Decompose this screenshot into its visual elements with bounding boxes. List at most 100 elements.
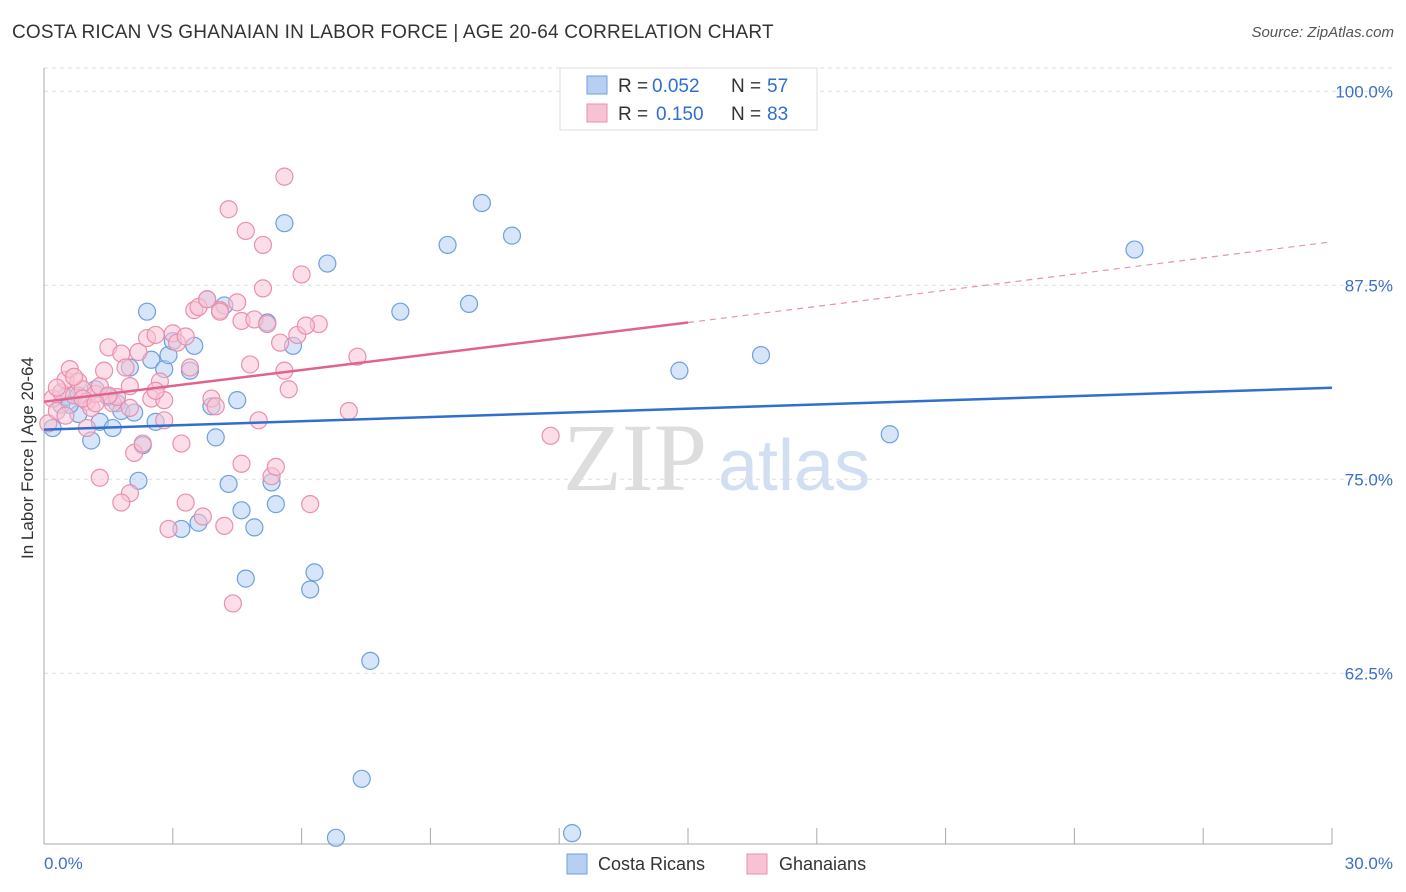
legend-n-label-1: N = [731, 76, 766, 97]
data-point [193, 507, 212, 526]
legend-r-value-1: 0.052 [652, 76, 700, 97]
trend-line-costa-ricans [43, 386, 1333, 431]
data-point [391, 302, 410, 321]
x-tick-label-min: 0.0% [44, 854, 83, 873]
data-point [472, 193, 492, 213]
y-axis-label: In Labor Force | Age 20-64 [18, 357, 37, 559]
watermark-atlas: atlas [718, 426, 870, 506]
data-point [39, 414, 58, 433]
data-point [232, 501, 251, 520]
legend-n-value-1: 57 [767, 76, 788, 97]
data-point [120, 398, 139, 417]
legend-stats: R = 0.052 N = 57 R = 0.150 N = 83 [559, 67, 818, 131]
data-point [228, 391, 247, 410]
data-point [146, 381, 165, 400]
data-point [1125, 240, 1144, 259]
data-point [198, 290, 217, 309]
data-point [301, 580, 320, 599]
data-point [253, 235, 273, 255]
legend-r-value-2: 0.150 [656, 104, 704, 125]
data-point [236, 569, 255, 588]
data-point [112, 493, 131, 512]
legend-n-label-2: N = [731, 104, 766, 125]
data-point [176, 327, 195, 346]
y-tick-label: 87.5% [1345, 276, 1393, 295]
data-point [176, 493, 195, 512]
data-point [137, 302, 157, 321]
chart-title: COSTA RICAN VS GHANAIAN IN LABOR FORCE |… [12, 22, 774, 43]
data-point [180, 358, 200, 377]
data-point [275, 167, 294, 186]
data-point [90, 468, 109, 487]
legend-label-costa-ricans: Costa Ricans [598, 854, 705, 874]
data-point [292, 265, 311, 284]
data-point [348, 347, 367, 366]
data-point [361, 651, 380, 670]
data-point [219, 200, 238, 219]
data-point [751, 346, 771, 365]
data-point [301, 495, 320, 514]
series-ghanaians [39, 167, 560, 613]
data-point [206, 397, 225, 416]
data-point [670, 361, 689, 380]
data-point [240, 355, 260, 374]
legend-swatch-ghanaians [586, 103, 608, 123]
data-point [279, 380, 298, 399]
trend-layer [43, 241, 1333, 431]
data-point [296, 316, 315, 335]
y-tick-label: 100.0% [1335, 82, 1393, 101]
data-point [245, 518, 264, 537]
x-tick-label-max: 30.0% [1345, 854, 1393, 873]
data-point [129, 471, 148, 490]
legend-n-value-2: 83 [767, 104, 788, 125]
legend-series: Costa Ricans Ghanaians [566, 853, 866, 875]
legend-bottom-swatch-costa-ricans [566, 853, 588, 875]
x-ticks [43, 828, 1333, 844]
data-point [210, 302, 230, 321]
data-point [116, 358, 135, 377]
trend-line-ghanaians [43, 321, 689, 403]
data-point [275, 214, 294, 233]
data-point [305, 563, 324, 582]
data-point [146, 325, 165, 345]
y-tick-labels: 62.5% 75.0% 87.5% 100.0% [1335, 82, 1393, 683]
legend-r-label-1: R = [618, 76, 653, 97]
data-point [271, 333, 290, 352]
data-point [159, 519, 178, 539]
data-point [172, 434, 191, 453]
data-point [541, 426, 560, 445]
legend-bottom-swatch-ghanaians [746, 853, 768, 875]
data-point [258, 314, 277, 334]
data-point [253, 279, 273, 298]
data-point [562, 824, 582, 843]
y-tick-label: 62.5% [1345, 664, 1393, 683]
data-point [232, 454, 251, 473]
trend-line-extrapolated [687, 241, 1333, 324]
data-point [133, 434, 152, 453]
data-point [236, 221, 255, 241]
data-point [318, 254, 337, 273]
legend-swatch-costa-ricans [586, 75, 608, 95]
data-point [249, 411, 268, 430]
data-point [352, 769, 371, 788]
data-point [47, 378, 66, 397]
data-point [95, 361, 114, 380]
legend-r-label-2: R = [618, 104, 653, 125]
data-point [266, 495, 285, 514]
data-point [228, 293, 247, 312]
data-point [339, 401, 358, 421]
legend-label-ghanaians: Ghanaians [779, 854, 866, 874]
data-point [129, 342, 148, 362]
data-point [880, 425, 899, 444]
points-layer [39, 167, 1144, 847]
data-point [206, 428, 225, 447]
data-point [326, 828, 346, 847]
watermark-zip: ZIP [563, 404, 707, 511]
source-credit: Source: ZipAtlas.com [1251, 24, 1394, 41]
data-point [502, 226, 522, 245]
data-point [215, 516, 234, 535]
data-point [56, 406, 75, 425]
y-tick-label: 75.0% [1345, 470, 1393, 489]
data-point [64, 367, 84, 386]
